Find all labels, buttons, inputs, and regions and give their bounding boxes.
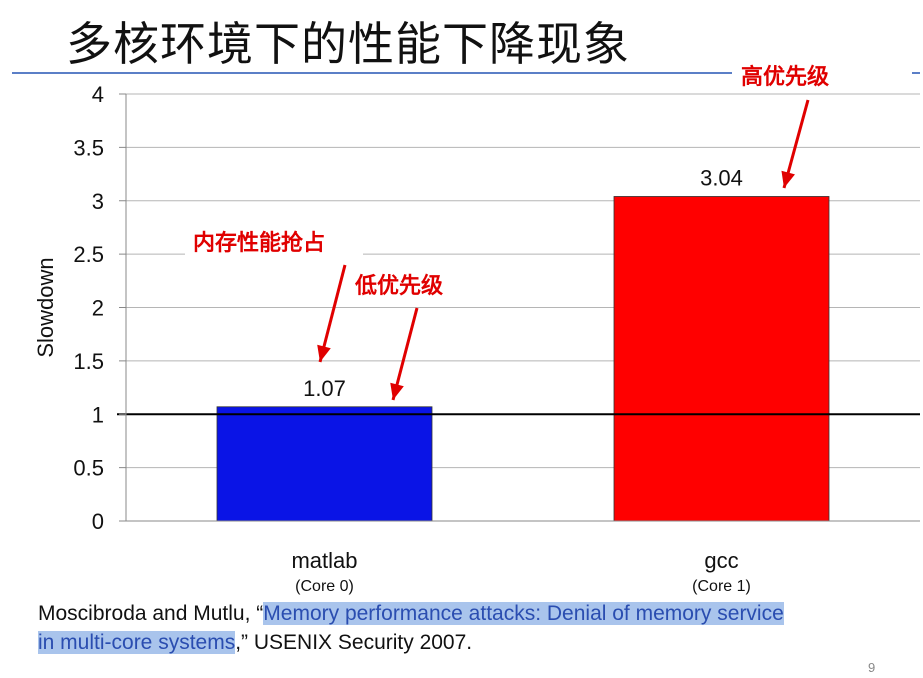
ytick-label-2: 1 <box>92 402 104 427</box>
labels: 0 0.5 1 1.5 2 2.5 3 3.5 4 Slowdown 1.07 matlab (Core… <box>33 82 751 595</box>
slide-title: 多核环境下的性能下降现象 <box>66 17 630 71</box>
ytick-label-8: 4 <box>92 82 104 107</box>
ytick-label-3: 1.5 <box>73 349 104 374</box>
ytick-label-0: 0 <box>92 509 104 534</box>
category-label-gcc: gcc <box>704 548 738 573</box>
annotation-2: 高优先级 <box>741 64 829 90</box>
category-label-matlab: matlab <box>291 548 357 573</box>
page-number: 9 <box>868 660 876 675</box>
ytick-label-1: 0.5 <box>73 456 104 481</box>
arrow-head-0 <box>317 344 331 362</box>
annotation-bg-0 <box>185 226 363 260</box>
value-label-gcc: 3.04 <box>700 165 743 190</box>
title-underline-end <box>912 72 920 74</box>
slowdown-bar-chart: 0 0.5 1 1.5 2 2.5 3 3.5 4 Slowdown 1.07 matlab (Core… <box>33 64 920 595</box>
ytick-label-7: 3.5 <box>73 135 104 160</box>
subcategory-label-gcc: (Core 1) <box>692 578 751 595</box>
subcategory-label-matlab: (Core 0) <box>295 578 354 595</box>
bar-gcc <box>613 196 830 522</box>
arrow-head-2 <box>781 170 795 188</box>
citation: Moscibroda and Mutlu, “Memory performanc… <box>38 599 908 657</box>
y-axis-title: Slowdown <box>33 257 58 357</box>
title-underline <box>12 72 732 74</box>
arrow-shaft-0 <box>318 264 347 363</box>
value-label-matlab: 1.07 <box>303 376 346 401</box>
citation-venue: ,” USENIX Security 2007. <box>235 631 473 654</box>
citation-authors: Moscibroda and Mutlu, “ <box>38 602 264 625</box>
bars <box>216 196 830 522</box>
citation-paper-title-1[interactable]: Memory performance attacks: Denial of me… <box>263 602 784 625</box>
arrow-head-1 <box>390 382 404 400</box>
axes <box>119 93 920 522</box>
annotation-0: 内存性能抢占 <box>193 230 325 256</box>
citation-paper-title-2[interactable]: in multi-core systems <box>38 631 236 654</box>
ytick-label-6: 3 <box>92 189 104 214</box>
ytick-label-5: 2.5 <box>73 242 104 267</box>
bar-matlab <box>216 406 433 522</box>
annotation-1: 低优先级 <box>354 273 443 299</box>
ytick-label-4: 2 <box>92 296 104 321</box>
